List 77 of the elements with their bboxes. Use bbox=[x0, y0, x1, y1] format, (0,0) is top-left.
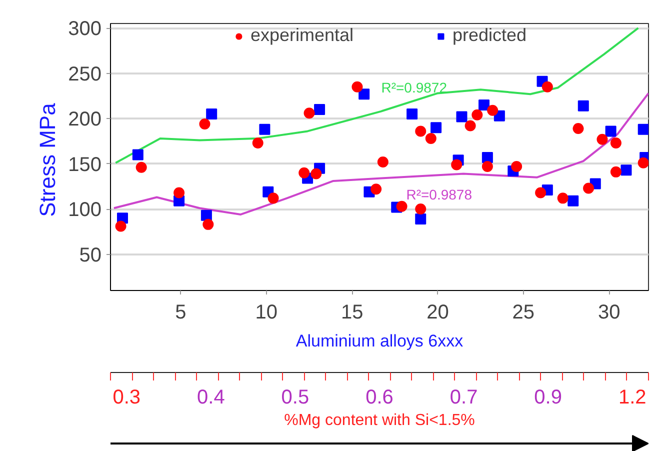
point bbox=[415, 126, 426, 137]
point bbox=[352, 81, 363, 92]
point bbox=[425, 132, 436, 144]
legend-label: predicted bbox=[452, 25, 527, 46]
point bbox=[136, 162, 147, 173]
point bbox=[456, 111, 468, 122]
y-axis-title: Stress MPa bbox=[35, 102, 60, 217]
x-tick-label: 20 bbox=[426, 302, 449, 324]
point bbox=[304, 108, 315, 119]
line-series bbox=[114, 27, 640, 164]
x-tick-label: 15 bbox=[340, 302, 364, 324]
point bbox=[115, 220, 126, 232]
point bbox=[199, 118, 210, 130]
line-series bbox=[112, 92, 648, 216]
y-tick-label: 50 bbox=[79, 244, 102, 266]
point bbox=[314, 104, 326, 115]
point bbox=[132, 149, 144, 160]
point bbox=[377, 156, 388, 168]
point bbox=[396, 200, 408, 212]
point bbox=[578, 100, 589, 112]
point bbox=[174, 187, 185, 198]
y-tick-label: 150 bbox=[68, 154, 102, 176]
point bbox=[568, 195, 579, 206]
text: 0.3 bbox=[112, 386, 141, 408]
y-tick-label: 250 bbox=[68, 63, 102, 86]
point bbox=[464, 120, 476, 132]
y-tick-label: 100 bbox=[68, 199, 102, 222]
annotation: R²=0.9878 bbox=[406, 186, 472, 202]
point bbox=[482, 161, 493, 172]
point bbox=[310, 168, 322, 180]
point bbox=[482, 152, 493, 163]
point bbox=[370, 184, 382, 195]
x-axis-title: Aluminium alloys 6xxx bbox=[296, 332, 464, 350]
point bbox=[511, 161, 522, 172]
text: %Mg content with Si<1.5% bbox=[284, 412, 475, 429]
point bbox=[206, 108, 218, 120]
x-tick-label: 30 bbox=[598, 302, 620, 324]
legend-label: experimental bbox=[250, 25, 354, 46]
point bbox=[535, 187, 546, 198]
point bbox=[478, 99, 490, 110]
point bbox=[557, 192, 568, 204]
text: 0.4 bbox=[197, 386, 225, 408]
point bbox=[596, 134, 608, 145]
point bbox=[620, 164, 632, 176]
point bbox=[610, 166, 622, 178]
point bbox=[252, 137, 264, 148]
point bbox=[406, 108, 418, 120]
text: 1.2 bbox=[618, 386, 646, 408]
point bbox=[358, 88, 370, 100]
text: 0.5 bbox=[281, 386, 310, 408]
point bbox=[605, 126, 616, 137]
point bbox=[268, 192, 279, 204]
x-tick-label: 10 bbox=[255, 302, 278, 324]
text: 0.9 bbox=[534, 386, 562, 408]
point bbox=[542, 81, 553, 92]
point bbox=[430, 122, 442, 134]
point bbox=[472, 109, 483, 120]
text: 0.7 bbox=[450, 386, 478, 408]
point bbox=[487, 104, 498, 116]
x-tick-label: 5 bbox=[175, 302, 186, 324]
point bbox=[415, 214, 426, 224]
point bbox=[415, 204, 426, 215]
point bbox=[200, 210, 212, 221]
point bbox=[202, 218, 214, 230]
y-tick-label: 300 bbox=[68, 18, 102, 40]
text: 0.6 bbox=[366, 386, 394, 408]
point bbox=[638, 124, 648, 135]
point bbox=[610, 137, 622, 148]
point bbox=[572, 123, 584, 134]
y-tick-label: 200 bbox=[68, 108, 102, 131]
annotation: R²=0.9872 bbox=[381, 79, 448, 96]
x-tick-label: 25 bbox=[512, 302, 535, 324]
point bbox=[583, 182, 594, 194]
point bbox=[259, 124, 270, 135]
point bbox=[451, 159, 462, 170]
point bbox=[298, 167, 310, 178]
point bbox=[638, 157, 648, 168]
